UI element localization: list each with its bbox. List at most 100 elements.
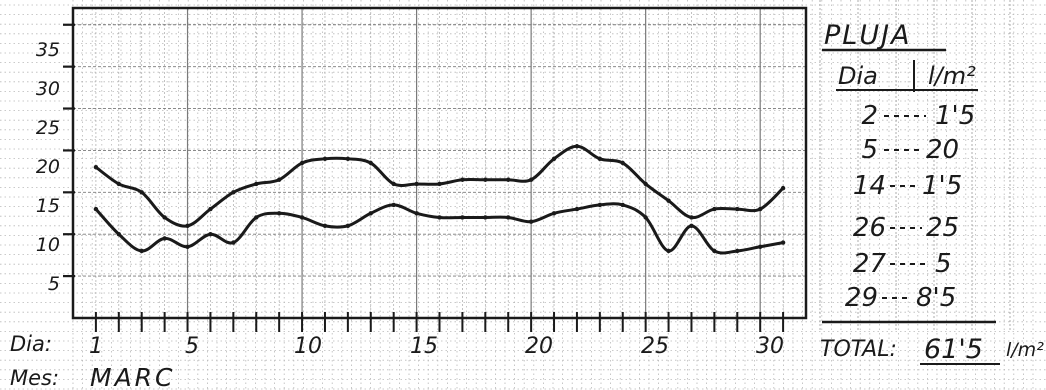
rain-amount: 5	[935, 249, 952, 279]
day-row-label: Dia:	[10, 332, 52, 356]
y-tick-label: 5	[48, 273, 60, 295]
month-name: MARC	[90, 363, 176, 390]
data-point	[506, 215, 511, 220]
y-tick-label: 15	[36, 195, 60, 217]
month-row-label: Mes:	[10, 366, 59, 390]
data-point	[93, 164, 99, 170]
data-point	[116, 181, 122, 187]
data-point	[757, 206, 763, 212]
data-point	[414, 181, 419, 187]
rain-header-day: Dia	[838, 62, 878, 90]
data-point	[597, 156, 603, 162]
x-tick-label: 20	[525, 334, 553, 359]
y-tick-labels: 5 10 15 20 25 30 35	[36, 39, 60, 295]
y-tick-label: 25	[36, 117, 60, 139]
data-point	[231, 240, 236, 245]
y-tick-label: 10	[36, 234, 60, 256]
data-point	[368, 211, 373, 216]
data-point	[735, 248, 740, 254]
data-point	[322, 223, 328, 229]
data-point	[757, 244, 763, 249]
data-point	[299, 160, 305, 166]
data-point	[780, 185, 786, 191]
axes	[63, 6, 808, 332]
y-tick-label: 35	[36, 39, 60, 61]
data-point	[276, 211, 282, 216]
rain-total-unit: l/m²	[1006, 339, 1044, 361]
rain-row: 2 1'5	[861, 101, 975, 131]
data-point	[483, 215, 488, 220]
data-point	[620, 160, 625, 166]
rain-table: PLUJA Dia l/m² 2 1'5 5 20 14 1'5 26 25 2…	[820, 20, 1044, 365]
x-tick-label: 15	[410, 334, 438, 359]
data-point	[276, 177, 282, 182]
data-point	[666, 248, 671, 254]
data-point	[345, 156, 351, 162]
data-point	[368, 160, 373, 166]
data-point	[528, 219, 534, 224]
data-point	[735, 206, 740, 212]
data-point	[597, 202, 603, 208]
data-point	[551, 211, 557, 216]
rain-day: 5	[861, 135, 878, 165]
y-tick-label: 20	[36, 156, 60, 178]
data-point	[506, 177, 511, 182]
data-point	[437, 181, 442, 187]
rain-amount: 1'5	[935, 101, 975, 131]
data-point	[139, 190, 144, 195]
data-point	[574, 144, 580, 149]
rain-day: 14	[853, 171, 886, 201]
data-point	[93, 206, 99, 212]
data-point	[574, 206, 580, 212]
rain-day: 26	[853, 213, 886, 243]
data-point	[414, 211, 419, 216]
rain-header-amount: l/m²	[928, 62, 976, 90]
data-point	[231, 190, 236, 195]
data-point	[666, 198, 671, 203]
rain-total-value: 61'5	[924, 334, 983, 365]
rain-amount: 1'5	[922, 171, 962, 201]
x-tick-label: 10	[294, 334, 322, 359]
data-point	[689, 223, 694, 229]
data-point	[712, 248, 717, 254]
data-point	[643, 215, 648, 220]
x-tick-label: 1	[89, 334, 103, 359]
x-tick-labels: 1 5 10 15 20 25 30	[89, 334, 784, 359]
rain-row: 5 20	[861, 135, 959, 165]
rain-row: 29 8'5	[845, 283, 956, 313]
x-tick-label: 30	[756, 334, 784, 359]
data-point	[780, 240, 786, 245]
rain-row: 27 5	[853, 249, 952, 279]
data-point	[208, 232, 213, 237]
x-tick-label: 25	[641, 334, 669, 359]
data-point	[322, 156, 328, 162]
data-point	[391, 181, 396, 187]
data-point	[437, 215, 442, 220]
rain-amount: 20	[926, 135, 959, 165]
data-point	[620, 202, 625, 208]
data-point	[299, 215, 305, 220]
rain-amount: 8'5	[916, 283, 956, 313]
rain-amount: 25	[926, 213, 959, 243]
rain-total-label: TOTAL:	[820, 337, 897, 362]
data-point	[162, 236, 167, 241]
y-tick-label: 30	[36, 78, 60, 100]
data-point	[254, 215, 259, 220]
data-point	[185, 223, 190, 229]
data-point	[528, 177, 534, 182]
rain-day: 2	[861, 101, 878, 131]
series	[93, 144, 786, 255]
rain-table-title: PLUJA	[824, 20, 912, 51]
data-point	[551, 156, 557, 162]
rain-row: 14 1'5	[853, 171, 962, 201]
data-point	[185, 244, 190, 249]
data-point	[460, 215, 465, 220]
data-point	[712, 206, 717, 212]
plot-frame	[71, 6, 808, 320]
data-point	[254, 181, 259, 187]
rain-row: 26 25	[853, 213, 959, 243]
data-point	[208, 206, 213, 212]
